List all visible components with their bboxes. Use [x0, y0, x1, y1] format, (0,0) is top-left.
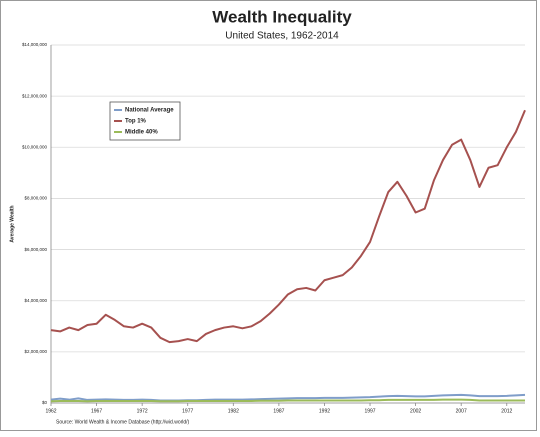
- series-line: [50, 398, 525, 403]
- legend-label: Top 1%: [125, 119, 147, 125]
- x-tick-label: 1972: [137, 408, 148, 414]
- x-tick-label: 2012: [501, 408, 512, 414]
- y-tick-label: $6,000,000: [24, 247, 47, 252]
- x-tick-label: 2002: [410, 408, 421, 414]
- y-tick-label: $2,000,000: [24, 349, 47, 354]
- x-tick-label: 1997: [364, 408, 375, 414]
- series-line: [50, 109, 526, 344]
- x-tick-label: 1962: [45, 408, 56, 414]
- x-tick-label: 2007: [456, 408, 467, 414]
- y-tick-label: $4,000,000: [24, 298, 47, 303]
- x-tick-label: 1992: [319, 408, 330, 414]
- source-note: Source: World Wealth & Income Database (…: [56, 419, 190, 425]
- x-tick-label: 1982: [228, 408, 239, 414]
- series-line: [50, 393, 526, 402]
- y-tick-label: $10,000,000: [22, 144, 48, 149]
- chart-title: Wealth Inequality: [212, 7, 352, 26]
- x-tick-label: 1987: [273, 408, 284, 414]
- y-axis-label: Average Wealth: [9, 205, 15, 242]
- x-tick-label: 1967: [91, 408, 102, 414]
- y-tick-label: $8,000,000: [24, 196, 47, 201]
- legend-label: National Average: [125, 108, 174, 114]
- y-tick-label: $12,000,000: [22, 93, 48, 98]
- y-tick-label: $14,000,000: [22, 42, 48, 47]
- y-tick-label: $0: [42, 400, 48, 405]
- legend-label: Middle 40%: [125, 130, 158, 136]
- chart-subtitle: United States, 1962-2014: [225, 31, 339, 42]
- x-tick-label: 1977: [182, 408, 193, 414]
- legend: National Average Top 1% Middle 40%: [109, 101, 181, 141]
